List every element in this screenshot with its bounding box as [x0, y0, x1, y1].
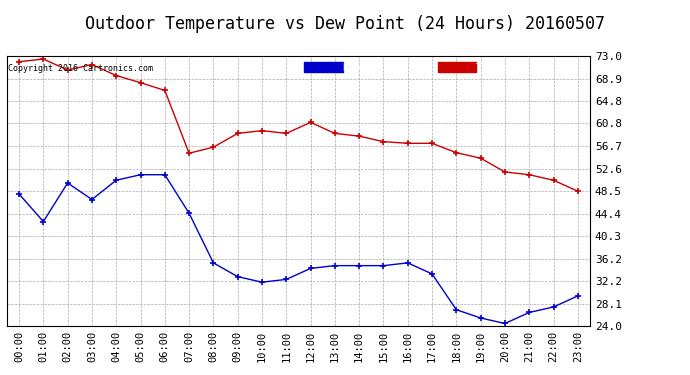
- Legend: Dew Point (°F), Temperature (°F): Dew Point (°F), Temperature (°F): [304, 62, 584, 73]
- Text: Outdoor Temperature vs Dew Point (24 Hours) 20160507: Outdoor Temperature vs Dew Point (24 Hou…: [85, 15, 605, 33]
- Text: Copyright 2016 Cartronics.com: Copyright 2016 Cartronics.com: [8, 64, 153, 74]
